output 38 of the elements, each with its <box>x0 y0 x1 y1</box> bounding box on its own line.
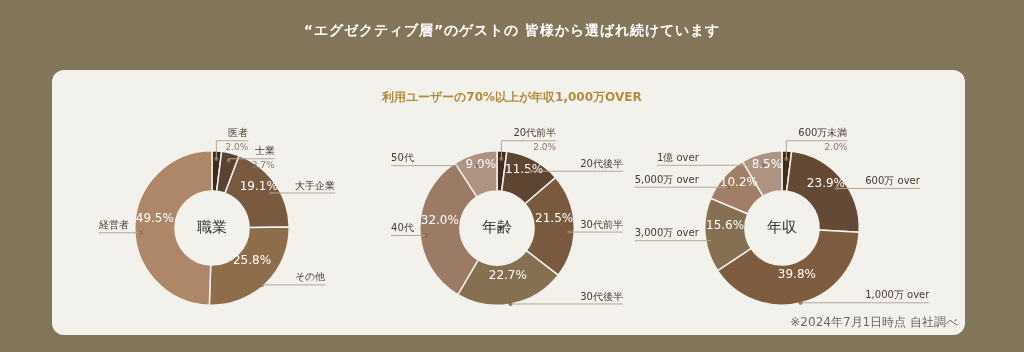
slice-label: 士業 <box>254 145 275 157</box>
slice-label: その他 <box>295 271 326 283</box>
data-label: 2.0% <box>824 141 848 152</box>
slice-label: 30代後半 <box>580 290 623 302</box>
data-label: 19.1% <box>239 179 278 194</box>
data-label: 32.0% <box>420 213 459 228</box>
data-label: 9.0% <box>465 157 497 172</box>
slice-label: 30代前半 <box>580 218 623 230</box>
slice-label: 大手企業 <box>295 179 336 191</box>
data-label: 21.5% <box>535 210 574 225</box>
data-label: 2.0% <box>533 141 557 152</box>
slice-label: 医者 <box>228 127 249 139</box>
slice-label: 1億 over <box>656 151 700 163</box>
text: 利用ユーザーの70%以上が年収1,000万OVER <box>381 89 643 106</box>
text: 年収 <box>767 217 797 236</box>
slice-label: 600万未満 <box>798 127 848 139</box>
slice-label: 5,000万 over <box>634 173 700 185</box>
text: ※2024年7月1日時点 自社調べ <box>790 314 958 331</box>
text: 年齢 <box>482 217 512 236</box>
slice-label: 3,000万 over <box>634 227 700 239</box>
data-label: 11.5% <box>505 161 544 176</box>
slice-label: 1,000万 over <box>865 289 931 301</box>
data-label: 3.7% <box>251 159 276 170</box>
data-label: 15.6% <box>706 217 745 232</box>
slice-label: 経営者 <box>97 219 129 231</box>
slice-label: 20代後半 <box>580 157 623 169</box>
data-label: 2.0% <box>225 141 249 152</box>
slice-label: 20代前半 <box>513 127 557 139</box>
slice-label: 50代 <box>391 152 414 164</box>
slice-label: 600万 over <box>865 175 921 187</box>
data-label: 25.8% <box>232 252 272 267</box>
data-label: 23.9% <box>806 175 845 190</box>
data-label: 49.5% <box>135 211 174 226</box>
slice-label: 40代 <box>391 222 414 234</box>
data-label: 22.7% <box>488 268 527 283</box>
data-label: 39.8% <box>777 267 816 282</box>
text: 職業 <box>197 217 227 236</box>
text: “エグゼクティブ層”のゲストの 皆様から選ばれ続けています <box>302 22 722 40</box>
